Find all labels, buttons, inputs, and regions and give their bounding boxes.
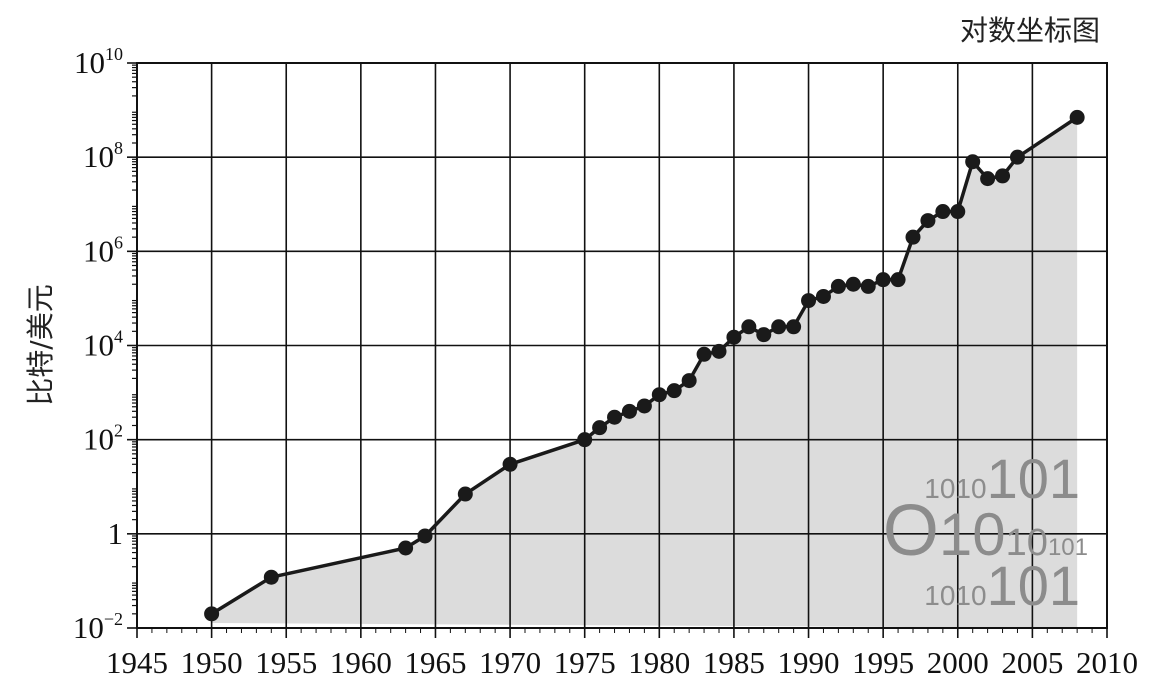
data-point-23 [830, 278, 846, 294]
data-point-30 [935, 204, 951, 220]
x-tick-label: 1985 [703, 645, 765, 680]
data-point-32 [965, 154, 981, 170]
data-point-10 [636, 398, 652, 414]
data-point-21 [801, 293, 817, 309]
y-tick-label: 10−2 [73, 609, 123, 645]
watermark-line-3: 1010101 [924, 554, 1080, 617]
chart-title: 对数坐标图 [960, 14, 1100, 47]
data-point-6 [577, 432, 593, 448]
x-tick-label: 1960 [330, 645, 392, 680]
data-point-27 [890, 272, 906, 288]
x-tick-label: 2010 [1076, 645, 1138, 680]
watermark-line-1: 1010101 [924, 447, 1080, 510]
x-tick-label: 1995 [852, 645, 914, 680]
y-axis-label: 比特/美元 [24, 284, 57, 405]
data-point-18 [756, 327, 772, 343]
data-point-0 [204, 606, 220, 622]
data-point-16 [726, 329, 742, 345]
data-point-24 [845, 276, 861, 292]
data-point-20 [786, 319, 802, 335]
area-fill [211, 117, 1078, 628]
y-tick-label: 1010 [74, 44, 123, 80]
data-point-17 [741, 319, 757, 335]
data-point-13 [681, 373, 697, 389]
data-point-33 [980, 171, 996, 187]
x-tick-label: 1975 [554, 645, 616, 680]
data-point-4 [457, 486, 473, 502]
data-point-2 [398, 540, 414, 556]
y-tick-label: 108 [83, 138, 123, 174]
x-tick-label: 1980 [628, 645, 690, 680]
data-point-31 [950, 204, 966, 220]
data-point-1 [263, 569, 279, 585]
x-tick-label: 2005 [1001, 645, 1063, 680]
x-tick-label: 1945 [106, 645, 168, 680]
data-point-12 [666, 383, 682, 399]
area-fill-layer [211, 117, 1078, 628]
data-point-26 [875, 272, 891, 288]
y-tick-label: 104 [83, 327, 123, 363]
data-point-5 [502, 456, 518, 472]
data-point-11 [651, 387, 667, 403]
data-point-35 [1009, 149, 1025, 165]
data-point-25 [860, 278, 876, 294]
data-point-9 [621, 403, 637, 419]
data-point-15 [711, 343, 727, 359]
data-point-28 [905, 229, 921, 245]
data-point-29 [920, 213, 936, 229]
x-tick-label: 1955 [255, 645, 317, 680]
watermark-line-2: O1010101 [883, 491, 1088, 571]
x-tick-label: 1970 [479, 645, 541, 680]
x-tick-label: 2000 [927, 645, 989, 680]
data-point-14 [696, 346, 712, 362]
x-tick-label: 1950 [181, 645, 243, 680]
x-tick-label: 1990 [778, 645, 840, 680]
axes-layer: 10−2 1 102 104 106 108 1010 1945 1950 1955 1960 196… [73, 44, 1138, 680]
y-tick-label: 102 [83, 421, 123, 457]
data-point-7 [592, 420, 608, 436]
data-point-3 [417, 528, 433, 544]
data-point-8 [607, 409, 623, 425]
data-point-19 [771, 319, 787, 335]
data-point-36 [1069, 109, 1085, 125]
x-tick-label: 1965 [404, 645, 466, 680]
data-points-layer [204, 109, 1085, 622]
y-tick-label: 106 [83, 232, 123, 268]
data-point-34 [995, 168, 1011, 184]
data-point-22 [815, 288, 831, 304]
y-tick-label: 1 [108, 516, 124, 551]
